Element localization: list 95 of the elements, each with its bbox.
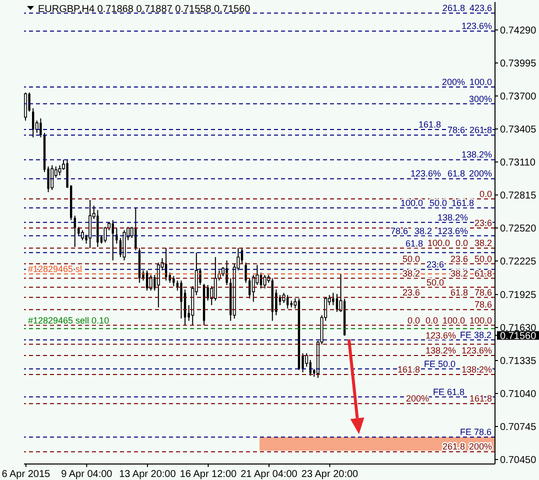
y-tick-label: 0.73110 [500, 157, 536, 168]
candlestick [24, 92, 27, 122]
annotation: 123.6% [462, 21, 492, 32]
annotation: 61.8 [474, 268, 492, 278]
annotation: FE 50.0 [424, 358, 456, 369]
candlestick [80, 230, 84, 241]
y-tick-label: 0.74290 [500, 25, 537, 36]
annotation: 123.6% [438, 226, 468, 236]
annotation: 78.6 [474, 287, 492, 298]
annotation: 38.2 [474, 238, 492, 248]
candlestick [104, 226, 107, 244]
candlestick [88, 200, 92, 249]
annotation: 61.8 [448, 168, 466, 179]
x-tick-label: 9 Apr 04:00 [61, 469, 113, 480]
y-tick-label: 0.70745 [500, 422, 537, 434]
x-tick-label: 16 Apr 12:00 [180, 469, 238, 480]
annotation: 0.0 [480, 188, 492, 199]
annotation: 61.8 [450, 287, 468, 298]
annotation: 23.6 [474, 218, 492, 228]
x-tick-label: 13 Apr 20:00 [119, 469, 176, 480]
annotation: FE 38.2 [460, 330, 492, 340]
candlestick [58, 164, 62, 176]
candlestick [156, 262, 160, 308]
annotation: 138.2% [462, 150, 492, 160]
annotation: 200% [406, 394, 430, 404]
annotation: 0.0 [456, 238, 468, 248]
annotation: 50.0 [402, 254, 420, 264]
annotation: 23.6 [426, 259, 444, 270]
y-tick-label: 0.71560 [500, 330, 537, 342]
y-tick-label: 0.72520 [500, 223, 537, 234]
annotation: 100.0 [442, 315, 466, 326]
y-tick-label: 0.70450 [500, 455, 537, 466]
annotation: 138.2% [462, 364, 492, 375]
annotation: 78.6 [390, 226, 408, 236]
y-tick-label: 0.72815 [500, 190, 537, 202]
annotation: 161.8 [398, 364, 420, 375]
annotation: 123.6% [410, 168, 442, 179]
annotation: 123.6% [426, 330, 456, 340]
annotation: 0.0 [408, 315, 420, 326]
candlestick [180, 280, 182, 320]
chart-title: EURGBP,H4 0.71868 0.71887 0.71558 0.71560 [38, 4, 251, 15]
annotation: 161.8 [452, 198, 474, 208]
y-tick-label: 0.73405 [500, 124, 537, 136]
candlestick [172, 276, 175, 287]
annotation: 38.2 [402, 268, 420, 278]
annotation: 200% [469, 442, 492, 452]
annotation: 78.6 [448, 125, 466, 136]
candlestick [263, 274, 266, 289]
x-tick-label: 21 Apr 04:00 [240, 469, 298, 480]
candlestick [134, 207, 137, 251]
annotation: 261.8 [442, 3, 466, 14]
y-tick-label: 0.71925 [500, 290, 537, 302]
annotation: 423.6 [470, 3, 492, 14]
annotation: 38.2 [414, 226, 432, 236]
annotation: 161.8 [470, 394, 492, 404]
annotation: 138.2% [426, 345, 456, 356]
annotation: 23.6 [402, 287, 420, 298]
y-tick-label: 0.71040 [500, 389, 537, 400]
y-tick-label: 0.71335 [500, 356, 537, 368]
candlestick [116, 227, 118, 244]
annotation: 50.0 [426, 277, 444, 288]
annotation: #12829465 sell 0.10 [28, 316, 110, 326]
candlestick [214, 256, 217, 302]
annotation: 261.8 [470, 125, 492, 136]
annotation: 200% [469, 168, 492, 179]
annotation: 50.0 [474, 254, 492, 264]
candlestick [40, 118, 42, 138]
annotation: 100.0 [400, 198, 424, 208]
y-tick-label: 0.73995 [500, 58, 537, 70]
x-tick-label: 6 Apr 2015 [2, 469, 51, 480]
annotation: 100.0 [470, 315, 492, 326]
annotation: FE 78.6 [460, 427, 492, 438]
annotation: 161.8 [418, 120, 442, 130]
candlestick [50, 164, 54, 190]
annotation: 200% [442, 77, 466, 88]
annotation: FE 61.8 [433, 386, 465, 397]
annotation: 100.0 [428, 238, 450, 248]
annotation: 100.0 [470, 77, 492, 88]
candlestick [146, 270, 148, 292]
annotation: 261.8 [442, 442, 466, 452]
annotation: 138.2% [438, 212, 468, 222]
y-tick-label: 0.73700 [500, 91, 537, 102]
annotation: 78.6 [474, 300, 492, 310]
annotation: 61.8 [406, 238, 424, 249]
x-tick-label: 23 Apr 20:00 [301, 469, 359, 480]
candlestick [32, 108, 34, 138]
annotation: 123.6% [462, 345, 492, 356]
y-tick-label: 0.72225 [500, 256, 537, 268]
candlestick [332, 292, 334, 306]
annotation: 50.0 [430, 198, 448, 208]
annotation: 0.0 [426, 315, 438, 326]
candlestick [244, 262, 247, 284]
annotation: #12829465 sl [28, 264, 82, 274]
annotation: 300% [469, 94, 492, 104]
annotation: 23.6 [450, 254, 468, 264]
